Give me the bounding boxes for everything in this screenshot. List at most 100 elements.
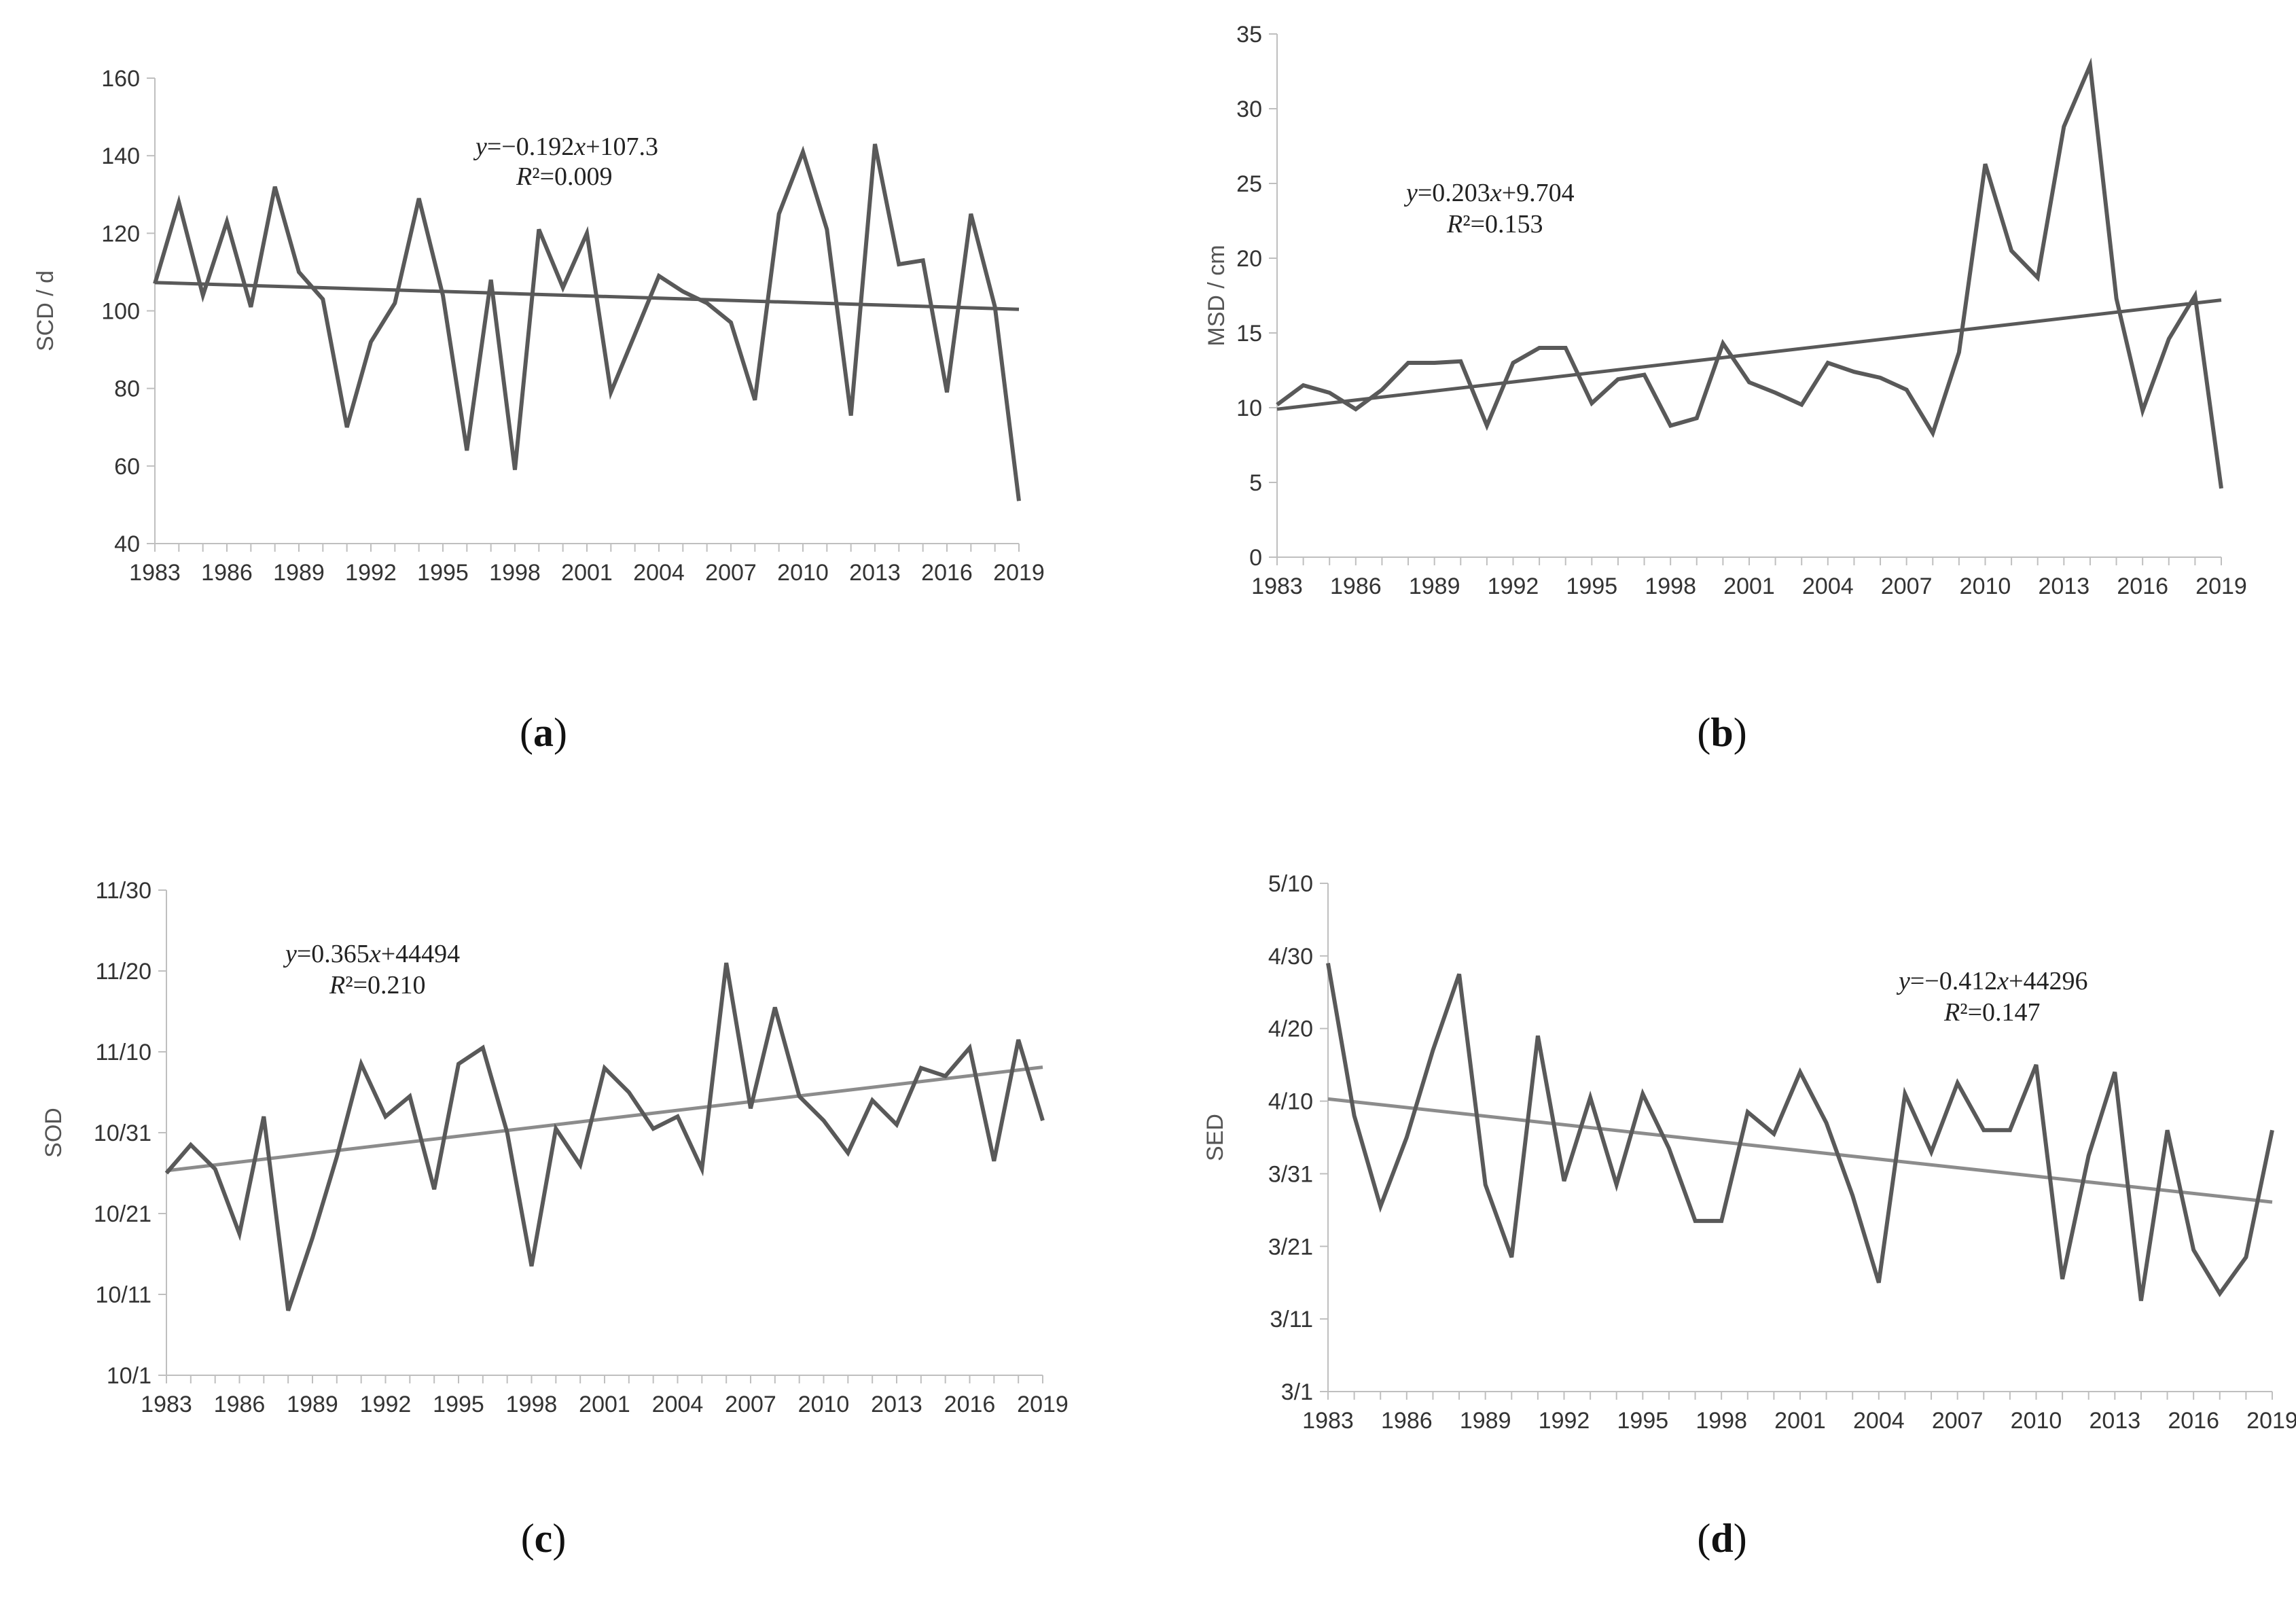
x-tick-label-b: 1998 (1645, 573, 1696, 599)
y-tick-label-a: 140 (101, 143, 140, 169)
x-tick-label-c: 1992 (360, 1392, 412, 1417)
x-tick-label-d: 2010 (2011, 1408, 2062, 1434)
x-tick-label-c: 2019 (1017, 1392, 1069, 1417)
x-tick-label-b: 1986 (1330, 573, 1382, 599)
y-tick-label-a: 120 (101, 221, 140, 247)
trend-line-c (166, 1065, 1043, 1173)
x-tick-label-b: 1983 (1251, 573, 1303, 599)
x-tick-label-d: 1995 (1617, 1408, 1669, 1434)
trend-line-b (1276, 298, 2222, 411)
regression-equation-b: y=0.203x+9.704 (1403, 179, 1575, 207)
series-line-a (153, 143, 1021, 501)
y-tick-label-c: 11/10 (95, 1040, 151, 1065)
y-tick-label-c: 10/1 (107, 1363, 151, 1389)
x-tick-label-a: 1992 (345, 560, 397, 586)
y-tick-label-d: 3/11 (1270, 1307, 1313, 1332)
panel-caption-b: (b) (1697, 710, 1746, 755)
x-tick-label-c: 2016 (944, 1392, 996, 1417)
x-tick-label-d: 2004 (1853, 1408, 1905, 1434)
x-tick-label-a: 2004 (633, 560, 685, 586)
y-tick-label-c: 10/31 (94, 1120, 151, 1146)
x-tick-label-d: 1983 (1302, 1408, 1354, 1434)
y-tick-label-b: 0 (1249, 545, 1262, 571)
y-tick-label-b: 35 (1236, 22, 1262, 48)
y-tick-label-a: 60 (114, 454, 140, 480)
y-tick-label-b: 25 (1236, 171, 1262, 197)
y-tick-label-d: 4/20 (1268, 1016, 1313, 1042)
x-tick-label-c: 1998 (506, 1392, 558, 1417)
series-line-b (1276, 57, 2223, 489)
x-tick-label-a: 1989 (273, 560, 325, 586)
x-tick-label-b: 2016 (2117, 573, 2168, 599)
x-tick-label-c: 1986 (214, 1392, 266, 1417)
x-tick-label-d: 2001 (1774, 1408, 1826, 1434)
y-tick-label-d: 3/1 (1281, 1379, 1313, 1405)
chart-panel-b: 0 5 10 15 20 25 30 35 1983 1986 1989 1992 1995 1998 20… (1148, 0, 2296, 804)
y-tick-label-c: 10/21 (94, 1201, 151, 1227)
y-tick-label-a: 80 (114, 376, 140, 402)
x-tick-label-a: 2019 (993, 560, 1045, 586)
x-tick-label-b: 2013 (2039, 573, 2090, 599)
regression-equation-d: y=−0.412x+44296 (1896, 967, 2088, 995)
x-tick-label-c: 1995 (433, 1392, 484, 1417)
trend-line-a (154, 281, 1020, 311)
x-tick-label-c: 2013 (871, 1392, 922, 1417)
y-tick-label-b: 15 (1236, 321, 1262, 347)
panel-caption-c: (c) (521, 1516, 567, 1561)
series-line-c (164, 962, 1045, 1311)
x-tick-label-d: 2007 (1932, 1408, 1984, 1434)
panel-caption-a: (a) (520, 710, 567, 755)
regression-equation-c: y=0.365x+44494 (283, 940, 460, 968)
chart-d-svg: 3/1 3/11 3/21 3/31 4/10 4/20 4/30 5/10 1983 1986 1… (1202, 871, 2296, 1561)
y-tick-label-d: 3/21 (1268, 1234, 1313, 1260)
y-tick-label-d: 3/31 (1268, 1161, 1313, 1187)
x-tick-label-d: 2019 (2246, 1408, 2296, 1434)
x-tick-label-c: 2001 (579, 1392, 630, 1417)
y-tick-label-d: 4/10 (1268, 1089, 1313, 1115)
chart-c-svg: 10/1 10/11 10/21 10/31 11/10 11/20 11/30 1983 19… (41, 878, 1069, 1561)
x-tick-label-a: 1995 (417, 560, 469, 586)
y-tick-label-b: 10 (1236, 395, 1262, 421)
y-tick-label-b: 30 (1236, 96, 1262, 122)
y-axis-title-a: SCD / d (33, 270, 58, 351)
y-tick-label-c: 10/11 (95, 1282, 151, 1308)
x-tick-label-b: 2001 (1723, 573, 1775, 599)
x-tick-label-a: 1986 (201, 560, 253, 586)
y-tick-label-d: 5/10 (1268, 871, 1313, 897)
y-axis-title-b: MSD / cm (1204, 245, 1230, 346)
x-tick-label-c: 2010 (798, 1392, 850, 1417)
chart-panel-c: 10/1 10/11 10/21 10/31 11/10 11/20 11/30 1983 19… (0, 804, 1148, 1609)
y-axis-title-d: SED (1202, 1114, 1228, 1161)
x-tick-label-a: 1983 (129, 560, 181, 586)
x-tick-label-c: 2004 (652, 1392, 704, 1417)
y-tick-label-a: 40 (114, 531, 140, 557)
x-tick-label-b: 1989 (1409, 573, 1460, 599)
series-line-d (1326, 962, 2274, 1301)
y-tick-label-b: 20 (1236, 246, 1262, 272)
x-tick-label-a: 2007 (705, 560, 757, 586)
chart-a-svg: 40 60 80 100 120 140 160 1983 1986 1989 1992 1995 19… (33, 66, 1045, 755)
x-tick-label-d: 2013 (2089, 1408, 2141, 1434)
y-tick-label-a: 160 (101, 66, 140, 92)
x-tick-label-c: 1989 (287, 1392, 338, 1417)
panel-caption-d: (d) (1697, 1516, 1746, 1561)
y-tick-label-c: 11/30 (95, 878, 151, 904)
x-tick-label-c: 2007 (725, 1392, 776, 1417)
trend-line-d (1327, 1097, 2273, 1204)
x-tick-label-a: 2013 (849, 560, 901, 586)
y-tick-label-a: 100 (101, 299, 140, 325)
x-tick-label-d: 1992 (1539, 1408, 1590, 1434)
r-squared-d: R²=0.147 (1943, 998, 2041, 1027)
chart-panel-d: 3/1 3/11 3/21 3/31 4/10 4/20 4/30 5/10 1983 1986 1… (1148, 804, 2296, 1609)
y-axis-title-c: SOD (41, 1108, 67, 1158)
x-tick-label-a: 2010 (777, 560, 829, 586)
x-tick-label-d: 2016 (2168, 1408, 2219, 1434)
x-tick-label-b: 2004 (1802, 573, 1854, 599)
x-tick-label-a: 1998 (489, 560, 541, 586)
x-tick-label-d: 1986 (1381, 1408, 1433, 1434)
r-squared-c: R²=0.210 (329, 971, 426, 1000)
x-tick-label-a: 2016 (921, 560, 973, 586)
y-tick-label-c: 11/20 (95, 959, 151, 985)
x-tick-label-a: 2001 (561, 560, 613, 586)
regression-equation-a: y=−0.192x+107.3 (473, 132, 658, 161)
